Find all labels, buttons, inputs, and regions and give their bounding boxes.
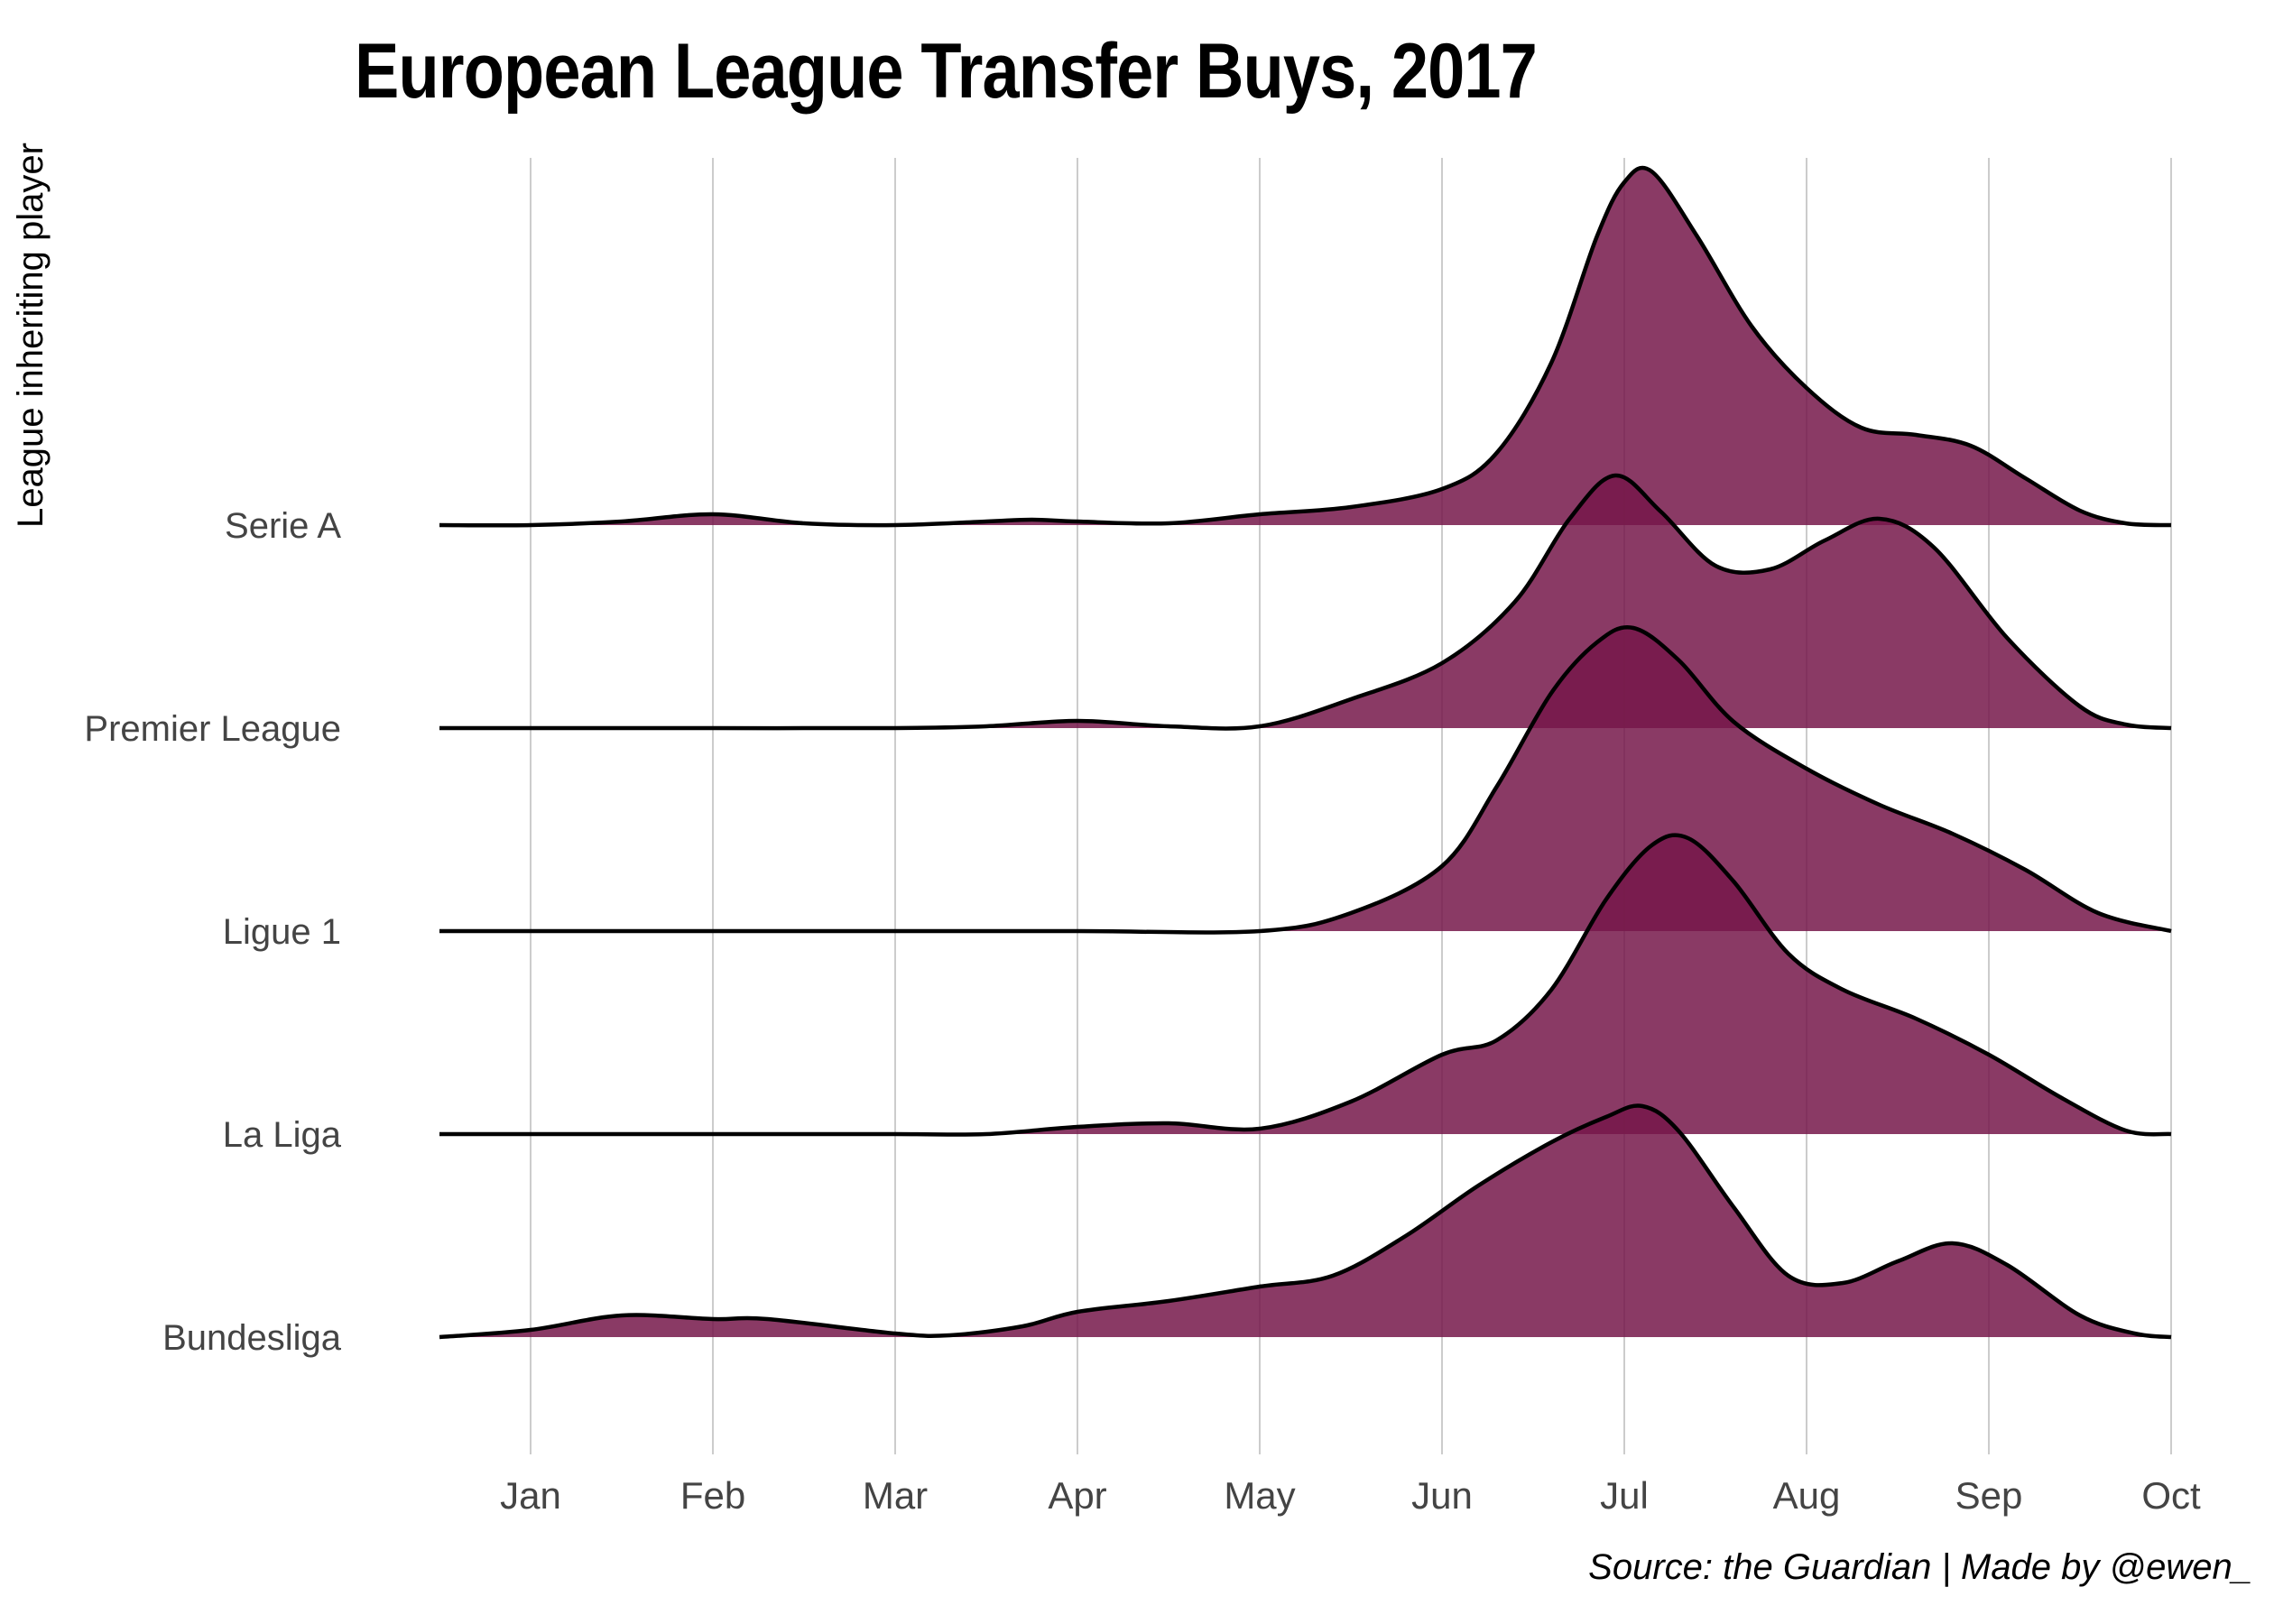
x-tick-label-may: May — [1224, 1474, 1295, 1517]
ridges — [439, 165, 2172, 1340]
ridge-area-serie-a — [439, 167, 2171, 526]
x-tick-label-sep: Sep — [1955, 1474, 2023, 1517]
x-tick-label-feb: Feb — [680, 1474, 745, 1517]
x-tick-label-jul: Jul — [1600, 1474, 1649, 1517]
y-tick-label-serie-a: Serie A — [225, 506, 341, 546]
x-tick-label-aug: Aug — [1773, 1474, 1841, 1517]
ridge-line-serie-a — [439, 165, 2172, 528]
ridge-area-la-liga — [439, 835, 2171, 1135]
ridge-line-premier-league — [439, 473, 2172, 731]
ridge-line-ligue-1 — [439, 624, 2172, 935]
ridge-area-premier-league — [439, 475, 2171, 729]
ridge-line-la-liga — [439, 833, 2172, 1137]
x-tick-label-jan: Jan — [500, 1474, 561, 1517]
y-tick-label-bundesliga: Bundesliga — [162, 1318, 342, 1358]
ridge-area-bundesliga — [439, 1105, 2171, 1337]
y-tick-label-premier-league: Premier League — [84, 709, 341, 749]
ridge-area-ligue-1 — [439, 627, 2171, 933]
y-tick-label-la-liga: La Liga — [223, 1115, 342, 1155]
source-caption: Source: the Guardian | Made by @ewen_ — [1588, 1547, 2252, 1587]
y-tick-labels: Serie A Premier League Ligue 1 La Liga Bunde… — [84, 506, 341, 1358]
chart-title: European League Transfer Buys, 2017 — [355, 28, 1538, 115]
x-tick-label-apr: Apr — [1048, 1474, 1106, 1517]
y-tick-label-ligue-1: Ligue 1 — [223, 912, 341, 952]
ridge-line-bundesliga — [439, 1103, 2172, 1340]
x-tick-label-mar: Mar — [863, 1474, 928, 1517]
x-tick-label-jun: Jun — [1411, 1474, 1473, 1517]
x-tick-labels: Jan Feb Mar Apr May Jun Jul Aug Sep Oct — [500, 1474, 2201, 1517]
x-tick-label-oct: Oct — [2141, 1474, 2201, 1517]
